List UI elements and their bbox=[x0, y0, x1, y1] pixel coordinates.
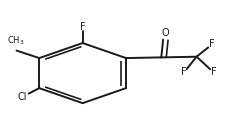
Text: F: F bbox=[209, 39, 215, 49]
Text: F: F bbox=[211, 67, 216, 77]
Text: Cl: Cl bbox=[17, 92, 27, 102]
Text: CH$_3$: CH$_3$ bbox=[7, 35, 24, 47]
Text: F: F bbox=[181, 67, 187, 77]
Text: O: O bbox=[162, 28, 169, 38]
Text: F: F bbox=[80, 22, 85, 32]
